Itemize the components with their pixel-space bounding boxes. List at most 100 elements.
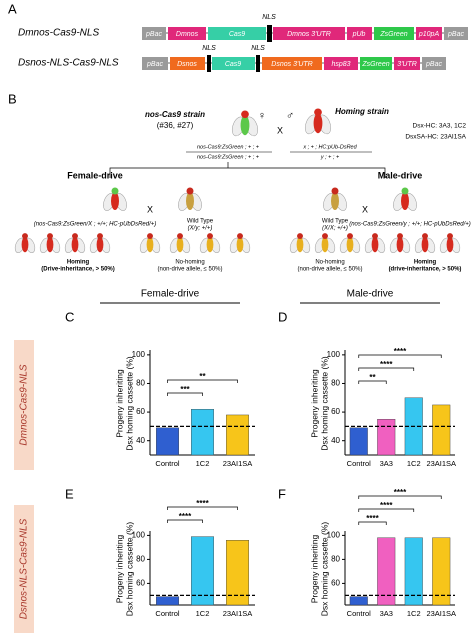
fly-head [147,233,153,240]
y-tick-label: 40 [136,436,145,445]
fly-head [347,233,353,240]
x-tick-label: Control [347,609,372,618]
segment-label: hsp83 [331,61,350,68]
y-tick-label: 80 [331,555,340,564]
fly-head [47,233,53,240]
cross-symbol: X [277,125,283,135]
sex-symbol: ♂ [286,110,294,122]
fly-body [421,236,429,253]
segment-label: pUb [352,31,366,38]
significance-bracket [358,495,442,499]
significance-label: ** [369,373,376,382]
fly-body [321,236,329,253]
fly-head [297,233,303,240]
genotype: x ; + ; HC:pUb-DsRed [302,144,357,150]
y-axis-label: Dsx homing cassette (%) [124,522,134,617]
segment-label: Cas9 [225,61,241,68]
y-tick-label: 60 [331,579,340,588]
fly-body [296,236,304,253]
y-tick-label: 40 [331,436,340,445]
outcome: (Drive-inheritance, > 50%) [41,267,115,273]
fly-body [446,236,454,253]
segment [416,27,442,40]
outcome: (non-drive allele, ≤ 50%) [158,267,223,273]
bar [156,596,179,606]
construct-name: Dmnos-Cas9-NLS [18,28,99,39]
fly-illustrations [14,108,461,253]
segment-label: Dmnos [176,31,199,38]
segment [347,27,372,40]
parent-genotype: (X/y; +/+) [188,226,213,232]
outcome: No-homing [315,260,344,266]
bar [432,404,451,456]
fly-body [206,236,214,253]
fly-body [236,236,244,253]
y-tick-label: 60 [136,579,145,588]
segment [170,57,205,70]
panel-label: E [65,486,74,501]
parent-genotype: (nos-Cas9:ZsGreen/X ; +/+; HC-pUbDsRed/+… [34,222,157,228]
y-axis-label: Progeny inheriting [114,369,124,438]
segment [168,27,206,40]
x-tick-label: 23AI1SA [223,609,253,618]
bar [377,419,396,456]
significance-bracket [167,506,238,510]
segment-label: Dsnos 3'UTR [271,61,312,68]
significance-bracket [358,508,415,512]
fly-body [401,192,409,210]
fly-head [207,233,213,240]
significance-label: **** [394,347,407,356]
segment [360,57,392,70]
fly-body [313,113,323,134]
segment [212,57,255,70]
nls-label: NLS [262,14,276,21]
strain-name: nos-Cas9 strain [145,110,205,119]
genotype: nos-Cas9:ZsGreen ; + ; + [197,154,260,160]
x-tick-label: Control [155,459,180,468]
fly-head [397,233,403,240]
segment-label: pBac [145,31,162,38]
segment-label: pBac [447,31,464,38]
x-tick-label: 1C2 [407,609,421,618]
fly-head [372,233,378,240]
fly-head [97,233,103,240]
segment [142,57,168,70]
outcome: Homing [414,260,437,266]
fly-body [146,236,154,253]
panel-label: C [65,309,74,324]
outcome: (non-drive allele, ≤ 50%) [298,267,363,273]
bar [156,427,179,456]
significance-bracket [167,379,238,383]
panel-label: A [8,1,17,16]
significance-label: **** [380,360,393,369]
bar [191,536,214,606]
segment [324,57,358,70]
y-tick-label: 100 [327,350,341,359]
segment [394,57,420,70]
y-tick-label: 100 [327,531,341,540]
fly-head [22,233,28,240]
panel-label: D [278,309,287,324]
outcome: (drive-inheritance, > 50%) [389,267,462,273]
bar [404,537,423,606]
parent-genotype: (nos-Cas9:ZsGreen/y ; +/+; HC-pUbDsRed/+… [349,222,471,228]
y-tick-label: 80 [331,379,340,388]
drive-title: Male-drive [378,170,423,180]
fly-head [72,233,78,240]
x-tick-label: 3A3 [380,459,393,468]
fly-body [331,192,339,210]
segment-label: Dsnos [177,61,197,68]
significance-label: **** [196,499,209,508]
fly-body [371,236,379,253]
fly-body [46,236,54,253]
nls-label: NLS [202,45,216,52]
fly-body [96,236,104,253]
segment-label: ZsGreen [361,61,389,68]
x-tick-label: Control [347,459,372,468]
segment-label: p10pA [418,31,440,38]
cross-symbol: X [362,204,368,214]
bar [349,596,368,606]
panel-label: B [8,91,17,106]
fly-head [331,187,339,195]
